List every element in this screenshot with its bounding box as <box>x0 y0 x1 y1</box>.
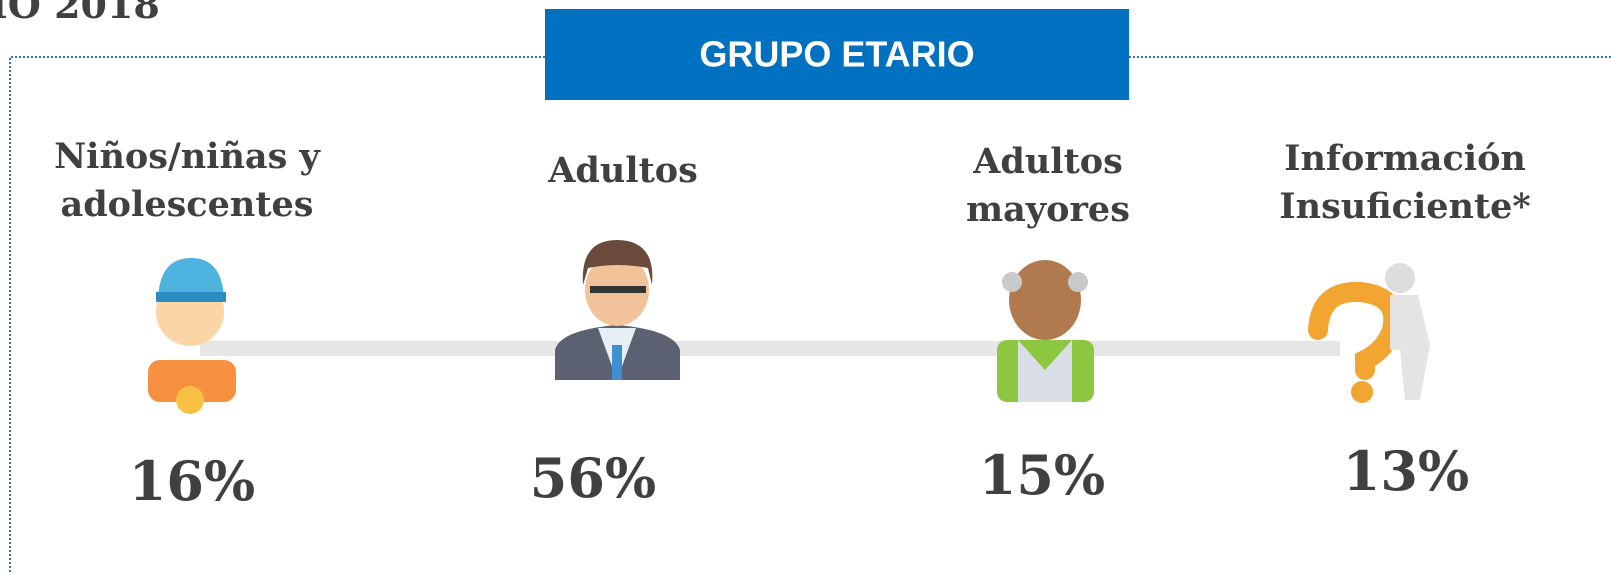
header-fragment: IO 2018 <box>0 0 160 27</box>
icon-adult <box>555 240 680 380</box>
icon-child <box>148 258 236 414</box>
title-box <box>545 9 1129 100</box>
group-percentage: 15% <box>979 443 1105 507</box>
icon-elder <box>997 260 1094 402</box>
group-percentage: 13% <box>1343 439 1469 503</box>
dotted-frame <box>9 56 1611 573</box>
title: GRUPO ETARIO <box>699 34 974 75</box>
group-percentage: 16% <box>129 449 255 513</box>
group-percentage: 56% <box>530 446 656 510</box>
icon-question <box>1308 263 1430 403</box>
group-label: mayores <box>966 189 1130 230</box>
group-label: adolescentes <box>61 184 314 225</box>
group-label: Adultos <box>972 141 1123 182</box>
group-label: Adultos <box>547 150 698 191</box>
timeline-bar <box>200 341 1340 356</box>
group-label: Niños/niñas y <box>54 136 321 177</box>
group-label: Información <box>1284 138 1526 179</box>
group-label: Insuficiente* <box>1279 186 1530 227</box>
